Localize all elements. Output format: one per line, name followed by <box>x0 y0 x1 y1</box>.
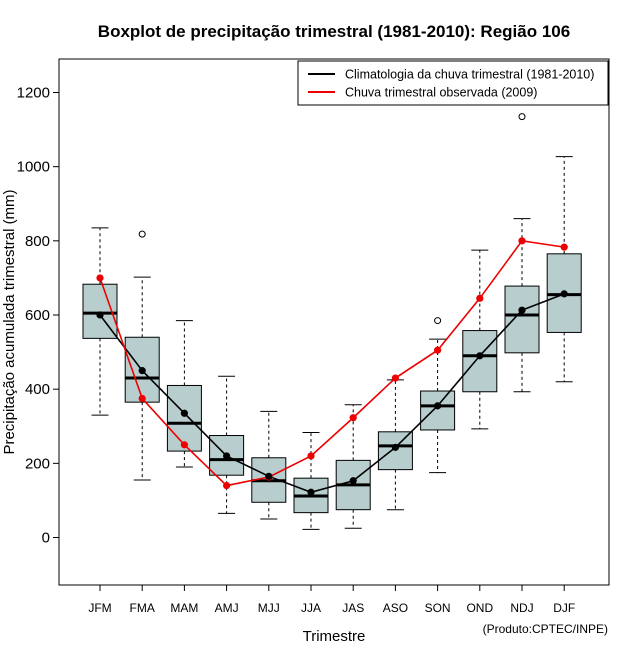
climatology-point <box>265 472 273 480</box>
x-tick-label: SON <box>425 601 451 615</box>
box-body <box>462 330 498 393</box>
outlier-point <box>138 230 146 238</box>
observed-point <box>96 274 104 282</box>
climatology-point <box>138 367 146 375</box>
x-tick-label: AMJ <box>215 601 239 615</box>
x-tick-label: OND <box>466 601 493 615</box>
climatology-point <box>96 311 104 319</box>
y-tick-label: 400 <box>25 381 50 398</box>
climatology-point <box>349 477 357 485</box>
observed-point <box>476 294 484 302</box>
outlier-point <box>434 317 442 325</box>
x-tick-label: JFM <box>88 601 111 615</box>
observed-point <box>349 414 357 422</box>
climatology-line <box>99 293 565 494</box>
observed-point <box>391 374 399 382</box>
observed-point <box>307 452 315 460</box>
plot-frame <box>58 58 610 586</box>
y-tick-label: 1200 <box>17 85 50 102</box>
climatology-point <box>476 352 484 360</box>
x-tick-label: FMA <box>130 601 155 615</box>
x-tick-label: ASO <box>383 601 408 615</box>
observed-line <box>99 239 565 487</box>
x-tick-label: DJF <box>553 601 575 615</box>
observed-point <box>560 243 568 251</box>
climatology-point <box>560 290 568 298</box>
boxes-group <box>82 113 582 530</box>
outlier-point <box>518 113 526 121</box>
y-tick-label: 600 <box>25 307 50 324</box>
box-body <box>420 390 456 431</box>
x-axis-label: Trimestre <box>303 628 366 645</box>
climatology-point <box>391 443 399 451</box>
climatology-point <box>518 306 526 314</box>
observed-point <box>138 394 146 403</box>
legend: Climatologia da chuva trimestral (1981-2… <box>297 60 609 106</box>
observed-point <box>223 481 231 490</box>
lines-group <box>96 237 568 496</box>
y-tick-label: 0 <box>42 530 50 547</box>
legend-label-observed: Chuva trimestral observada (2009) <box>345 86 537 100</box>
chart-title: Boxplot de precipitação trimestral (1981… <box>98 22 570 41</box>
y-axis: 0 200 400 600 800 1000 1200 <box>17 85 59 547</box>
y-tick-label: 1000 <box>17 159 50 176</box>
climatology-point <box>307 488 315 496</box>
box-body <box>166 384 202 452</box>
x-tick-label: NDJ <box>510 601 533 615</box>
legend-box <box>297 60 609 106</box>
y-axis-label: Precipitação acumulada trimestral (mm) <box>1 189 18 454</box>
x-tick-label: JJA <box>301 601 321 615</box>
observed-point <box>518 237 526 245</box>
legend-label-climatology: Climatologia da chuva trimestral (1981-2… <box>345 68 594 82</box>
box-body <box>504 285 540 354</box>
credit-text: (Produto:CPTEC/INPE) <box>483 622 608 636</box>
x-axis: JFM FMA MAM AMJ MJJ JJA JAS ASO SON OND NDJ DJF <box>88 585 575 615</box>
climatology-point <box>223 452 231 460</box>
x-tick-label: MAM <box>170 601 198 615</box>
y-tick-label: 800 <box>25 233 50 250</box>
observed-point <box>180 441 188 449</box>
observed-point <box>434 346 442 354</box>
climatology-point <box>180 409 188 417</box>
y-tick-label: 200 <box>25 455 50 472</box>
climatology-point <box>434 402 442 410</box>
x-tick-label: JAS <box>342 601 364 615</box>
x-tick-label: MJJ <box>258 601 280 615</box>
